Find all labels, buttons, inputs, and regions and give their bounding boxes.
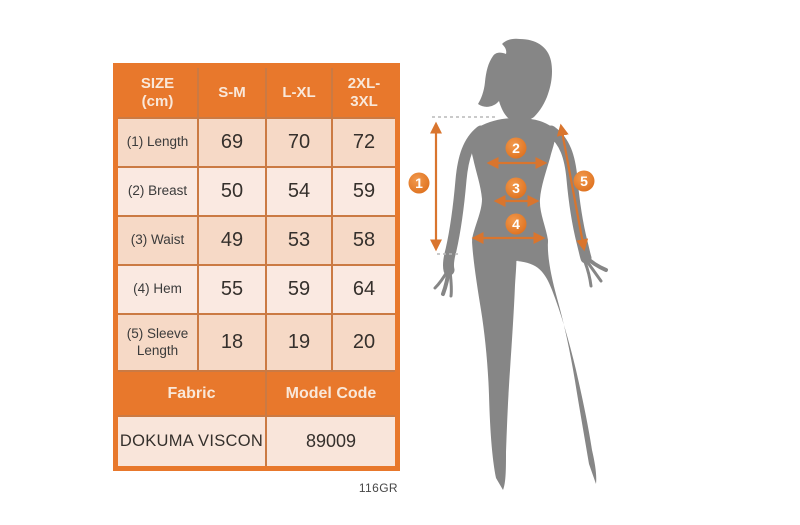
row-waist-value-sm: 49 xyxy=(199,217,265,264)
measure-circle-3 xyxy=(505,177,527,199)
silhouette-right-arm xyxy=(545,125,592,264)
row-breast-value-lxl: 54 xyxy=(267,168,331,215)
header-s-m: S-M xyxy=(199,68,265,117)
weight-footnote: 116GR xyxy=(358,481,398,495)
fabric-header: Fabric xyxy=(118,372,265,415)
row-breast-label: (2) Breast xyxy=(118,168,197,215)
fabric-value: DOKUMA VISCON xyxy=(118,417,265,466)
model-code-header: Model Code xyxy=(267,372,395,415)
silhouette-right-leg xyxy=(517,240,597,484)
measure-circle-4 xyxy=(505,213,527,235)
measure-markers: 1 2 3 4 5 xyxy=(408,137,595,235)
row-waist-value-lxl: 53 xyxy=(267,217,331,264)
header-2xl-3xl-label: 2XL-3XL xyxy=(347,75,381,110)
row-length-value-lxl: 70 xyxy=(267,119,331,166)
row-hem-value-lxl: 59 xyxy=(267,266,331,313)
measure-number-2: 2 xyxy=(512,140,520,156)
row-hem-value-sm: 55 xyxy=(199,266,265,313)
row-sleeve-value-2xl3xl: 20 xyxy=(333,315,395,370)
silhouette-right-fingers xyxy=(584,258,603,283)
silhouette-right-hand xyxy=(584,255,608,272)
measure-number-1: 1 xyxy=(415,175,423,191)
silhouette-left-fingers xyxy=(433,268,450,290)
silhouette-right-finger2 xyxy=(583,260,593,288)
row-hem-label: (4) Hem xyxy=(118,266,197,313)
header-size-cm-label: SIZE (cm) xyxy=(140,75,175,110)
silhouette-left-finger2 xyxy=(448,269,453,298)
silhouette-head xyxy=(478,38,552,121)
row-hem-value-2xl3xl: 64 xyxy=(333,266,395,313)
model-code-value: 89009 xyxy=(267,417,395,466)
row-sleeve-label: (5) Sleeve Length xyxy=(118,315,197,370)
row-breast-value-sm: 50 xyxy=(199,168,265,215)
row-length-value-2xl3xl: 72 xyxy=(333,119,395,166)
measure-number-5: 5 xyxy=(580,173,588,189)
header-size-cm: SIZE (cm) xyxy=(118,68,197,117)
row-length-value-sm: 69 xyxy=(199,119,265,166)
row-breast-value-2xl3xl: 59 xyxy=(333,168,395,215)
row-sleeve-value-sm: 18 xyxy=(199,315,265,370)
measure-number-3: 3 xyxy=(512,180,520,196)
measure-circle-2 xyxy=(505,137,527,159)
sleeve-arrow xyxy=(556,123,589,252)
header-2xl-3xl: 2XL-3XL xyxy=(333,68,395,117)
row-length-label: (1) Length xyxy=(118,119,197,166)
measure-number-4: 4 xyxy=(512,216,520,232)
measure-circle-1 xyxy=(408,172,430,194)
size-table: SIZE (cm) S-M L-XL 2XL-3XL (1) Length 69… xyxy=(113,63,400,471)
row-sleeve-value-lxl: 19 xyxy=(267,315,331,370)
header-l-xl: L-XL xyxy=(267,68,331,117)
woman-silhouette xyxy=(433,38,608,490)
row-waist-label: (3) Waist xyxy=(118,217,197,264)
measure-circle-5 xyxy=(573,170,595,192)
silhouette-left-arm xyxy=(442,125,487,276)
row-waist-value-2xl3xl: 58 xyxy=(333,217,395,264)
silhouette-left-leg xyxy=(472,241,517,490)
size-table-grid: SIZE (cm) S-M L-XL 2XL-3XL (1) Length 69… xyxy=(118,68,395,466)
